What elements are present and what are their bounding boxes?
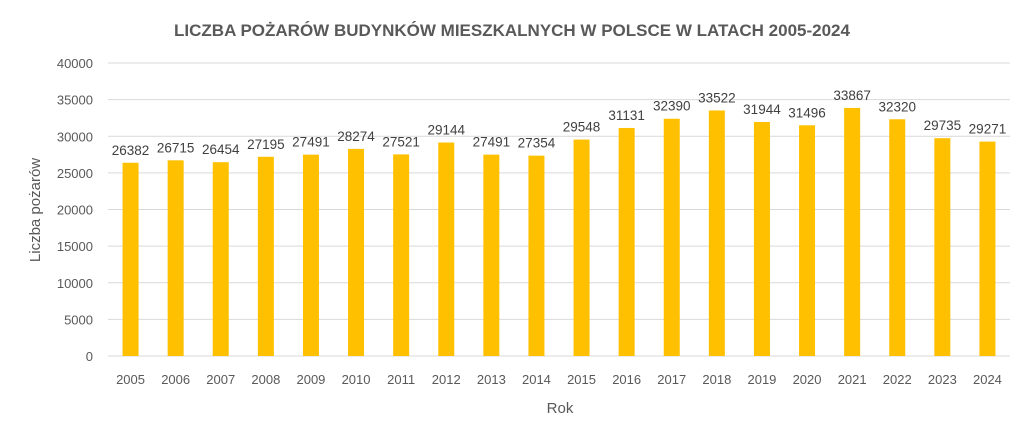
y-tick-label: 5000 <box>64 312 93 327</box>
data-label: 26454 <box>202 142 240 157</box>
x-tick-label: 2009 <box>296 372 325 387</box>
x-tick-label: 2015 <box>567 372 596 387</box>
data-label: 33867 <box>833 88 871 103</box>
x-tick-label: 2021 <box>838 372 867 387</box>
data-label: 27491 <box>473 135 511 150</box>
bar-2006 <box>167 160 184 356</box>
y-tick-label: 10000 <box>57 276 93 291</box>
y-tick-label: 0 <box>86 349 93 364</box>
data-label: 26382 <box>112 143 150 158</box>
bar-2018 <box>708 110 725 356</box>
bar-2021 <box>844 107 861 356</box>
y-tick-label: 20000 <box>57 203 93 218</box>
x-tick-label: 2018 <box>702 372 731 387</box>
x-tick-label: 2022 <box>883 372 912 387</box>
x-tick-label: 2016 <box>612 372 641 387</box>
bar-2016 <box>618 127 635 356</box>
bar-2019 <box>753 122 770 357</box>
bar-2011 <box>393 154 410 356</box>
x-tick-label: 2006 <box>161 372 190 387</box>
y-tick-label: 35000 <box>57 93 93 108</box>
bar-2020 <box>799 125 816 356</box>
data-label: 33522 <box>698 90 736 105</box>
data-label: 29144 <box>427 123 465 138</box>
x-tick-label: 2019 <box>747 372 776 387</box>
chart-title: LICZBA POŻARÓW BUDYNKÓW MIESZKALNYCH W P… <box>174 21 850 40</box>
x-tick-label: 2012 <box>432 372 461 387</box>
data-label: 32320 <box>878 99 916 114</box>
x-tick-label: 2023 <box>928 372 957 387</box>
data-label: 29548 <box>563 120 601 135</box>
data-label: 29735 <box>924 118 962 133</box>
x-tick-label: 2024 <box>973 372 1002 387</box>
data-label: 31944 <box>743 102 781 117</box>
x-tick-label: 2011 <box>387 372 415 387</box>
data-label: 31131 <box>608 108 645 123</box>
bar-2012 <box>438 142 455 356</box>
bar-2013 <box>483 154 500 356</box>
data-label: 27195 <box>247 137 285 152</box>
bar-2010 <box>348 148 365 356</box>
bar-2014 <box>528 155 545 356</box>
x-tick-label: 2013 <box>477 372 506 387</box>
y-tick-label: 30000 <box>57 129 93 144</box>
data-label: 27354 <box>518 136 556 151</box>
x-tick-label: 2010 <box>342 372 371 387</box>
data-label: 32390 <box>653 99 691 114</box>
bar-2008 <box>257 156 274 356</box>
data-label: 31496 <box>788 105 826 120</box>
x-axis-label: Rok <box>547 400 574 417</box>
bar-2009 <box>302 154 319 356</box>
bar-2005 <box>122 162 139 356</box>
y-tick-label: 25000 <box>57 166 93 181</box>
x-tick-label: 2007 <box>206 372 235 387</box>
x-tick-label: 2017 <box>657 372 686 387</box>
y-tick-label: 15000 <box>57 239 93 254</box>
data-label: 27491 <box>292 135 330 150</box>
y-axis-label: Liczba pożarów <box>27 158 44 262</box>
bar-2022 <box>889 119 906 356</box>
x-tick-label: 2014 <box>522 372 551 387</box>
data-label: 26715 <box>157 140 195 155</box>
bar-2007 <box>212 162 229 356</box>
x-tick-label: 2005 <box>116 372 145 387</box>
bar-2015 <box>573 139 590 356</box>
bar-2024 <box>979 141 996 356</box>
bar-2017 <box>663 118 680 356</box>
data-label: 29271 <box>969 122 1007 137</box>
y-tick-label: 40000 <box>57 56 93 71</box>
data-label: 27521 <box>382 134 420 149</box>
data-label: 28274 <box>337 129 375 144</box>
x-tick-label: 2008 <box>251 372 280 387</box>
bar-2023 <box>934 138 951 356</box>
x-tick-label: 2020 <box>793 372 822 387</box>
